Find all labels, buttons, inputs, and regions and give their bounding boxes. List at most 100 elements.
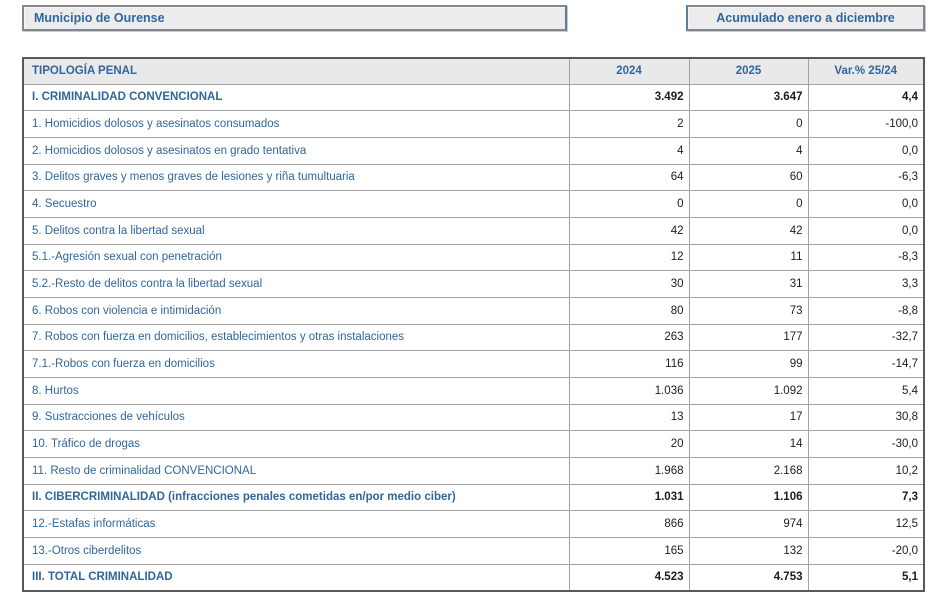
table-row: 11. Resto de criminalidad CONVENCIONAL 1.… — [22, 456, 925, 485]
value-2024: 116 — [568, 350, 690, 378]
table-row: 1. Homicidios dolosos y asesinatos consu… — [22, 110, 925, 138]
table-row: 7. Robos con fuerza en domicilios, estab… — [22, 323, 925, 352]
value-var-pct: 7,3 — [807, 483, 925, 512]
value-2025: 17 — [688, 403, 809, 432]
value-2024: 42 — [568, 216, 690, 245]
row-label: III. TOTAL CRIMINALIDAD — [22, 563, 570, 592]
value-2024: 1.968 — [568, 456, 690, 485]
value-2024: 1.031 — [568, 483, 690, 512]
value-2025: 0 — [688, 190, 809, 218]
table-row: 8. Hurtos 1.036 1.092 5,4 — [22, 376, 925, 405]
row-label: 12.-Estafas informáticas — [22, 510, 570, 538]
value-var-pct: 0,0 — [807, 190, 925, 218]
table-row: 7.1.-Robos con fuerza en domicilios 116 99… — [22, 350, 925, 378]
row-label: 5.1.-Agresión sexual con penetración — [22, 243, 570, 272]
row-label: 9. Sustracciones de vehículos — [22, 403, 570, 432]
row-label: 5. Delitos contra la libertad sexual — [22, 216, 570, 245]
row-label: 7. Robos con fuerza en domicilios, estab… — [22, 323, 570, 352]
value-var-pct: 4,4 — [807, 83, 925, 112]
value-2025: 99 — [688, 350, 809, 378]
value-var-pct: -30,0 — [807, 430, 925, 458]
period-label: Acumulado enero a diciembre — [716, 11, 895, 25]
table-row: 6. Robos con violencia e intimidación 80 7… — [22, 296, 925, 325]
municipality-header-box: Municipio de Ourense — [22, 5, 567, 31]
value-var-pct: -32,7 — [807, 323, 925, 352]
value-var-pct: 0,0 — [807, 216, 925, 245]
column-header-tipologia: TIPOLOGÍA PENAL — [22, 57, 570, 85]
municipality-label: Municipio de Ourense — [34, 11, 165, 25]
table-header: TIPOLOGÍA PENAL 2024 2025 Var.% 25/24 — [22, 57, 925, 85]
row-label: 6. Robos con violencia e intimidación — [22, 296, 570, 325]
value-2025: 60 — [688, 163, 809, 192]
row-label: 11. Resto de criminalidad CONVENCIONAL — [22, 456, 570, 485]
table-row: 2. Homicidios dolosos y asesinatos en gr… — [22, 136, 925, 165]
value-2024: 3.492 — [568, 83, 690, 112]
value-2025: 1.106 — [688, 483, 809, 512]
value-2025: 14 — [688, 430, 809, 458]
value-2024: 4.523 — [568, 563, 690, 592]
value-var-pct: 0,0 — [807, 136, 925, 165]
column-header-2024: 2024 — [568, 57, 690, 85]
value-var-pct: 12,5 — [807, 510, 925, 538]
value-var-pct: 5,4 — [807, 376, 925, 405]
column-header-var: Var.% 25/24 — [807, 57, 925, 85]
value-2025: 4 — [688, 136, 809, 165]
row-label: 13.-Otros ciberdelitos — [22, 536, 570, 565]
value-2025: 4.753 — [688, 563, 809, 592]
table-row: 12.-Estafas informáticas 866 974 12,5 — [22, 510, 925, 538]
value-var-pct: -8,8 — [807, 296, 925, 325]
value-2025: 132 — [688, 536, 809, 565]
value-2025: 2.168 — [688, 456, 809, 485]
value-var-pct: 10,2 — [807, 456, 925, 485]
header-row: TIPOLOGÍA PENAL 2024 2025 Var.% 25/24 — [22, 57, 925, 85]
column-header-2025: 2025 — [688, 57, 809, 85]
row-label: 2. Homicidios dolosos y asesinatos en gr… — [22, 136, 570, 165]
row-label: I. CRIMINALIDAD CONVENCIONAL — [22, 83, 570, 112]
value-2024: 1.036 — [568, 376, 690, 405]
table-row: 4. Secuestro 0 0 0,0 — [22, 190, 925, 218]
value-2024: 165 — [568, 536, 690, 565]
value-2024: 12 — [568, 243, 690, 272]
table-row: 9. Sustracciones de vehículos 13 17 30,8 — [22, 403, 925, 432]
value-2025: 177 — [688, 323, 809, 352]
value-var-pct: 5,1 — [807, 563, 925, 592]
value-2024: 4 — [568, 136, 690, 165]
table-body: I. CRIMINALIDAD CONVENCIONAL 3.492 3.647 4,… — [22, 83, 925, 592]
value-var-pct: -100,0 — [807, 110, 925, 138]
value-2024: 80 — [568, 296, 690, 325]
table-row: 10. Tráfico de drogas 20 14 -30,0 — [22, 430, 925, 458]
value-2024: 30 — [568, 270, 690, 298]
value-2025: 11 — [688, 243, 809, 272]
table-row: 3. Delitos graves y menos graves de lesi… — [22, 163, 925, 192]
value-var-pct: -6,3 — [807, 163, 925, 192]
table-row: I. CRIMINALIDAD CONVENCIONAL 3.492 3.647 4,… — [22, 83, 925, 112]
value-var-pct: -14,7 — [807, 350, 925, 378]
value-2025: 0 — [688, 110, 809, 138]
value-2025: 3.647 — [688, 83, 809, 112]
value-2025: 1.092 — [688, 376, 809, 405]
table-row: 5.1.-Agresión sexual con penetración 12 11… — [22, 243, 925, 272]
value-2025: 31 — [688, 270, 809, 298]
row-label: 5.2.-Resto de delitos contra la libertad… — [22, 270, 570, 298]
value-2024: 866 — [568, 510, 690, 538]
table-row: 13.-Otros ciberdelitos 165 132 -20,0 — [22, 536, 925, 565]
row-label: 10. Tráfico de drogas — [22, 430, 570, 458]
value-2025: 42 — [688, 216, 809, 245]
row-label: 4. Secuestro — [22, 190, 570, 218]
period-header-box: Acumulado enero a diciembre — [686, 5, 925, 31]
value-2024: 0 — [568, 190, 690, 218]
crime-statistics-table: TIPOLOGÍA PENAL 2024 2025 Var.% 25/24 I.… — [22, 57, 925, 592]
value-2025: 974 — [688, 510, 809, 538]
table-row: II. CIBERCRIMINALIDAD (infracciones pena… — [22, 483, 925, 512]
value-var-pct: -8,3 — [807, 243, 925, 272]
row-label: 7.1.-Robos con fuerza en domicilios — [22, 350, 570, 378]
row-label: 3. Delitos graves y menos graves de lesi… — [22, 163, 570, 192]
table-row: 5. Delitos contra la libertad sexual 42 42… — [22, 216, 925, 245]
value-2025: 73 — [688, 296, 809, 325]
value-2024: 13 — [568, 403, 690, 432]
value-2024: 263 — [568, 323, 690, 352]
value-2024: 2 — [568, 110, 690, 138]
table-row: 5.2.-Resto de delitos contra la libertad… — [22, 270, 925, 298]
value-2024: 20 — [568, 430, 690, 458]
